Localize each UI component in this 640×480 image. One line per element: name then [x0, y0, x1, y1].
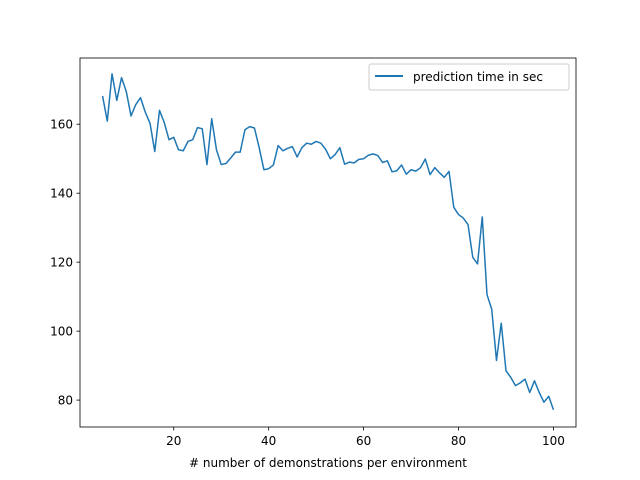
- legend-box: [368, 63, 570, 91]
- x-tick-label: 80: [451, 434, 466, 448]
- series-line-0: [101, 73, 555, 411]
- y-tick-label: 120: [50, 256, 73, 270]
- axes-spines: [79, 57, 577, 428]
- x-tick-label: 20: [166, 434, 181, 448]
- y-tick-label: 140: [50, 187, 73, 201]
- legend-label: prediction time in sec: [413, 70, 543, 84]
- x-axis: 20 40 60 80 100: [166, 427, 565, 448]
- series-layer: [101, 73, 555, 411]
- y-tick-label: 80: [58, 394, 73, 408]
- x-tick-label: 60: [356, 434, 371, 448]
- y-tick-label: 160: [50, 118, 73, 132]
- y-tick-label: 100: [50, 325, 73, 339]
- x-tick-label: 100: [542, 434, 565, 448]
- plot-area: [80, 58, 576, 427]
- x-axis-label: # number of demonstrations per environme…: [189, 456, 467, 470]
- y-axis: 80 100 120 140 160: [50, 118, 80, 408]
- axes-frame: [79, 57, 577, 428]
- legend: prediction time in sec: [368, 63, 570, 91]
- x-tick-label: 40: [261, 434, 276, 448]
